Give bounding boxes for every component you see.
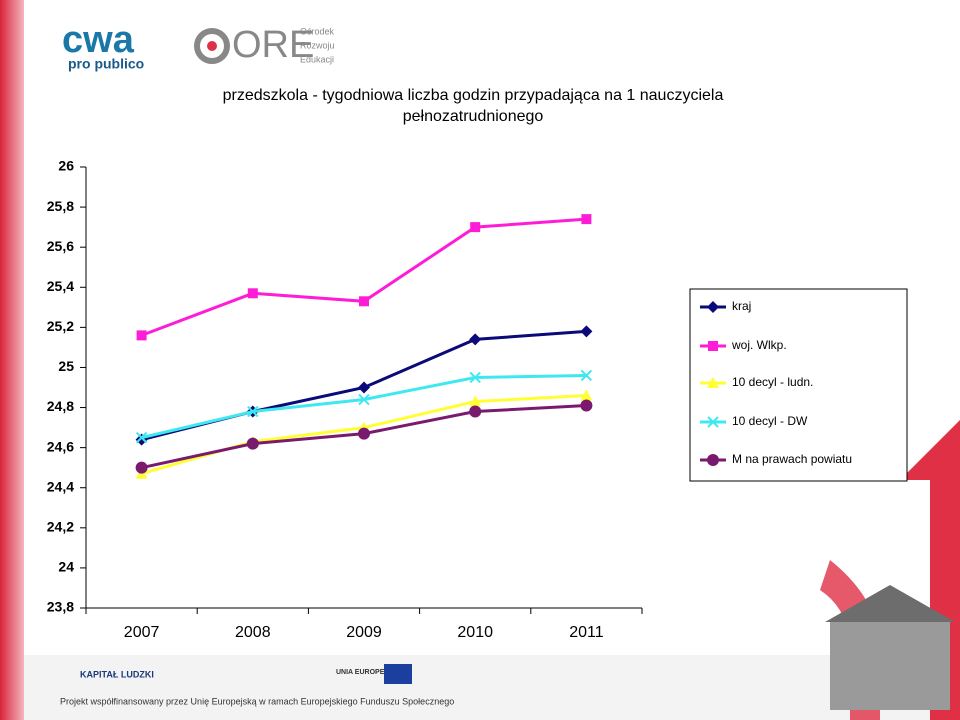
y-tick-label: 25	[58, 358, 74, 374]
data-point	[135, 431, 148, 444]
y-tick-label: 25,4	[47, 278, 74, 294]
y-tick-label: 24,2	[47, 519, 74, 535]
data-point	[470, 222, 481, 233]
y-tick-label: 24	[58, 559, 74, 575]
data-point	[358, 427, 370, 440]
x-tick-label: 2010	[457, 624, 493, 641]
y-tick-label: 24,6	[47, 438, 74, 454]
data-point	[469, 395, 482, 407]
logo-sub: pro publico	[68, 56, 144, 72]
data-point	[580, 399, 593, 412]
legend-marker	[707, 416, 719, 428]
footer-logo: UNIA EUROPEJSKA	[336, 669, 403, 676]
chart-title: pełnozatrudnionego	[403, 108, 544, 125]
building	[830, 620, 950, 710]
ore-line: Edukacji	[300, 54, 334, 64]
logo: cwa	[62, 19, 135, 61]
legend-marker	[708, 341, 718, 351]
x-tick-label: 2009	[346, 624, 382, 641]
y-tick-label: 25,2	[47, 318, 74, 334]
ore-line: Ośrodek	[300, 26, 335, 36]
y-tick-label: 25,8	[47, 198, 74, 214]
data-point	[469, 333, 482, 346]
footer-bar	[24, 655, 960, 720]
x-tick-label: 2011	[569, 624, 604, 641]
y-tick-label: 26	[58, 158, 74, 174]
x-tick-label: 2008	[235, 624, 271, 641]
chart-title: przedszkola - tygodniowa liczba godzin p…	[223, 87, 724, 104]
data-point	[135, 461, 148, 474]
data-point	[469, 405, 482, 418]
data-point	[359, 296, 369, 307]
x-tick-label: 2007	[124, 624, 160, 641]
data-point	[358, 381, 370, 394]
data-point	[580, 389, 593, 401]
data-point	[358, 393, 370, 406]
data-point	[246, 437, 259, 450]
footer-logo: KAPITAŁ LUDZKI	[80, 669, 154, 679]
eu-flag	[384, 664, 412, 684]
ore-ring	[194, 28, 230, 64]
left-strip	[0, 0, 24, 720]
legend-label: 10 decyl - ludn.	[732, 375, 813, 389]
data-point	[247, 405, 259, 418]
ore-logo: ORE	[232, 24, 314, 66]
footer-text: Projekt współfinansowany przez Unię Euro…	[60, 696, 454, 706]
data-point	[136, 330, 147, 341]
legend-marker	[707, 377, 719, 388]
data-point	[469, 371, 481, 384]
y-tick-label: 23,8	[47, 599, 74, 615]
data-point	[247, 288, 258, 299]
legend	[689, 288, 908, 482]
building-roof	[825, 585, 955, 622]
legend-label: M na prawach powiatu	[732, 452, 852, 466]
y-tick-label: 24,8	[47, 398, 74, 414]
y-tick-label: 24,4	[47, 478, 74, 494]
legend-label: kraj	[732, 299, 751, 313]
ore-line: Rozwoju	[300, 40, 335, 50]
data-point	[580, 325, 593, 338]
y-tick-label: 25,6	[47, 238, 74, 254]
legend-label: woj. Wlkp.	[731, 338, 787, 352]
data-point	[581, 214, 592, 225]
legend-marker	[707, 301, 719, 313]
ore-dot	[207, 41, 217, 51]
data-point	[580, 369, 593, 382]
legend-marker	[707, 454, 719, 466]
legend-label: 10 decyl - DW	[732, 414, 808, 428]
